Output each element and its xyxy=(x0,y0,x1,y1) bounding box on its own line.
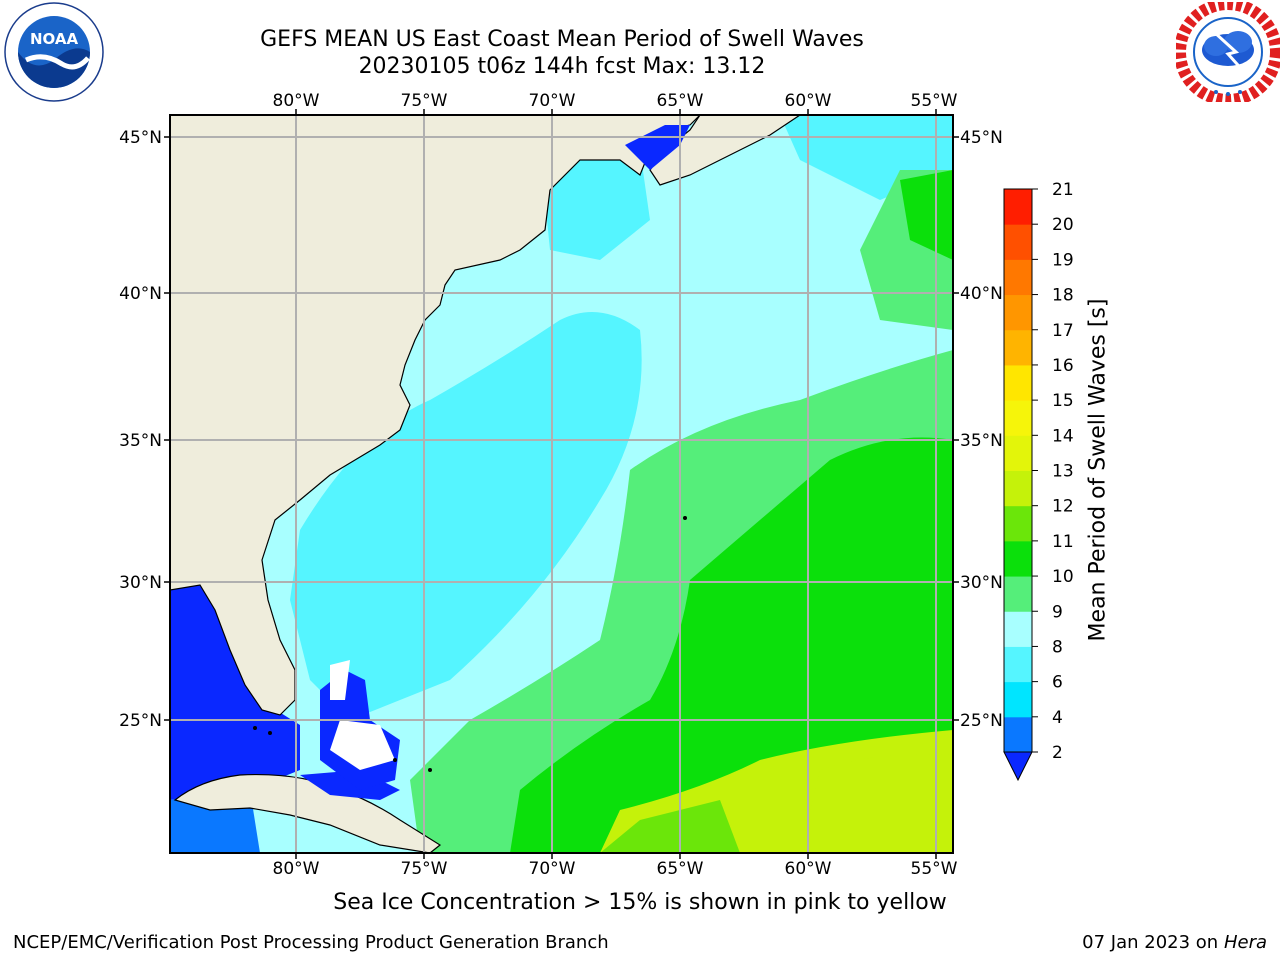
colorbar-bin xyxy=(1004,329,1032,366)
sea-ice-note: Sea Ice Concentration > 15% is shown in … xyxy=(333,890,947,915)
colorbar-bin xyxy=(1004,646,1032,683)
colorbar-bin xyxy=(1004,400,1032,436)
colorbar-tick-label: 11 xyxy=(1052,532,1074,552)
colorbar-bin xyxy=(1004,224,1032,260)
colorbar-tick-label: 15 xyxy=(1052,391,1074,411)
footer-host: Hera xyxy=(1223,932,1267,953)
lon-label-top: 70°W xyxy=(529,91,576,111)
colorbar-tick-label: 17 xyxy=(1052,321,1074,341)
colorbar-bin xyxy=(1004,681,1032,718)
colorbar-tick-label: 13 xyxy=(1052,462,1074,482)
lon-label-bottom: 65°W xyxy=(657,859,704,879)
colorbar-tick-label: 20 xyxy=(1052,215,1074,235)
swell-6-8-zone xyxy=(290,312,642,720)
colorbar-bin xyxy=(1004,505,1032,542)
colorbar-tick-label: 21 xyxy=(1052,180,1074,200)
lat-label-left: 30°N xyxy=(119,573,162,593)
map-area xyxy=(170,115,953,853)
colorbar-tick-label: 10 xyxy=(1052,567,1074,587)
lon-label-bottom: 70°W xyxy=(529,859,576,879)
lon-label-top: 55°W xyxy=(911,91,958,111)
lon-label-bottom: 75°W xyxy=(401,859,448,879)
lat-label-left: 40°N xyxy=(119,284,162,304)
lat-label-left: 45°N xyxy=(119,128,162,148)
lon-label-top: 75°W xyxy=(401,91,448,111)
noaa-logo-icon: NOAA xyxy=(4,2,104,102)
land-north-america xyxy=(170,115,701,716)
colorbar-tick-label: 19 xyxy=(1052,250,1074,270)
lat-label-right: 40°N xyxy=(960,284,1003,304)
lon-label-bottom: 60°W xyxy=(785,859,832,879)
colorbar-tick-label: 9 xyxy=(1052,602,1063,622)
colorbar-bin xyxy=(1004,294,1032,331)
lat-label-right: 35°N xyxy=(960,431,1003,451)
colorbar-tick-label: 2 xyxy=(1052,743,1063,763)
lon-label-top: 80°W xyxy=(273,91,320,111)
gridlines xyxy=(170,115,953,853)
colorbar-tick-label: 18 xyxy=(1052,286,1074,306)
colorbar-tick-label: 16 xyxy=(1052,356,1074,376)
colorbar-bin xyxy=(1004,470,1032,507)
colorbar: 21 20 19 18 17 16 15 14 13 12 11 10 9 8 6 4 2 xyxy=(1003,180,1074,782)
colorbar-bin xyxy=(1004,259,1032,296)
nws-logo-icon xyxy=(1176,2,1280,102)
colorbar-under-arrow xyxy=(1003,751,1033,782)
gulf-shading xyxy=(170,585,300,800)
footer-date-text: 07 Jan 2023 on xyxy=(1082,932,1224,953)
lat-label-left: 35°N xyxy=(119,431,162,451)
colorbar-bin xyxy=(1004,364,1032,401)
colorbar-tick-label: 6 xyxy=(1052,673,1063,693)
colorbar-tick-label: 8 xyxy=(1052,637,1063,657)
colorbar-bin xyxy=(1004,189,1032,225)
colorbar-tick-label: 4 xyxy=(1052,708,1063,728)
colorbar-label: Mean Period of Swell Waves [s] xyxy=(1085,298,1111,642)
map-frame xyxy=(169,114,954,854)
colorbar-bin xyxy=(1004,576,1032,612)
footer-credit: NCEP/EMC/Verification Post Processing Pr… xyxy=(13,932,609,953)
footer-date: 07 Jan 2023 on Hera xyxy=(1082,932,1267,953)
lat-label-right: 25°N xyxy=(960,711,1003,731)
colorbar-tick-label: 12 xyxy=(1052,497,1074,517)
lat-label-left: 25°N xyxy=(119,711,162,731)
lat-label-right: 30°N xyxy=(960,573,1003,593)
map-title: GEFS MEAN US East Coast Mean Period of S… xyxy=(260,27,864,52)
colorbar-bin xyxy=(1004,435,1032,471)
map-subtitle: 20230105 t06z 144h fcst Max: 13.12 xyxy=(358,54,766,79)
lon-label-bottom: 80°W xyxy=(273,859,320,879)
colorbar-bin xyxy=(1004,611,1032,647)
lon-label-bottom: 55°W xyxy=(911,859,958,879)
noaa-logo-text: NOAA xyxy=(30,30,79,48)
lat-label-right: 45°N xyxy=(960,128,1003,148)
colorbar-bin xyxy=(1004,716,1032,753)
colorbar-tick-label: 14 xyxy=(1052,426,1074,446)
lon-label-top: 60°W xyxy=(785,91,832,111)
lon-label-top: 65°W xyxy=(657,91,704,111)
colorbar-bin xyxy=(1004,540,1032,577)
